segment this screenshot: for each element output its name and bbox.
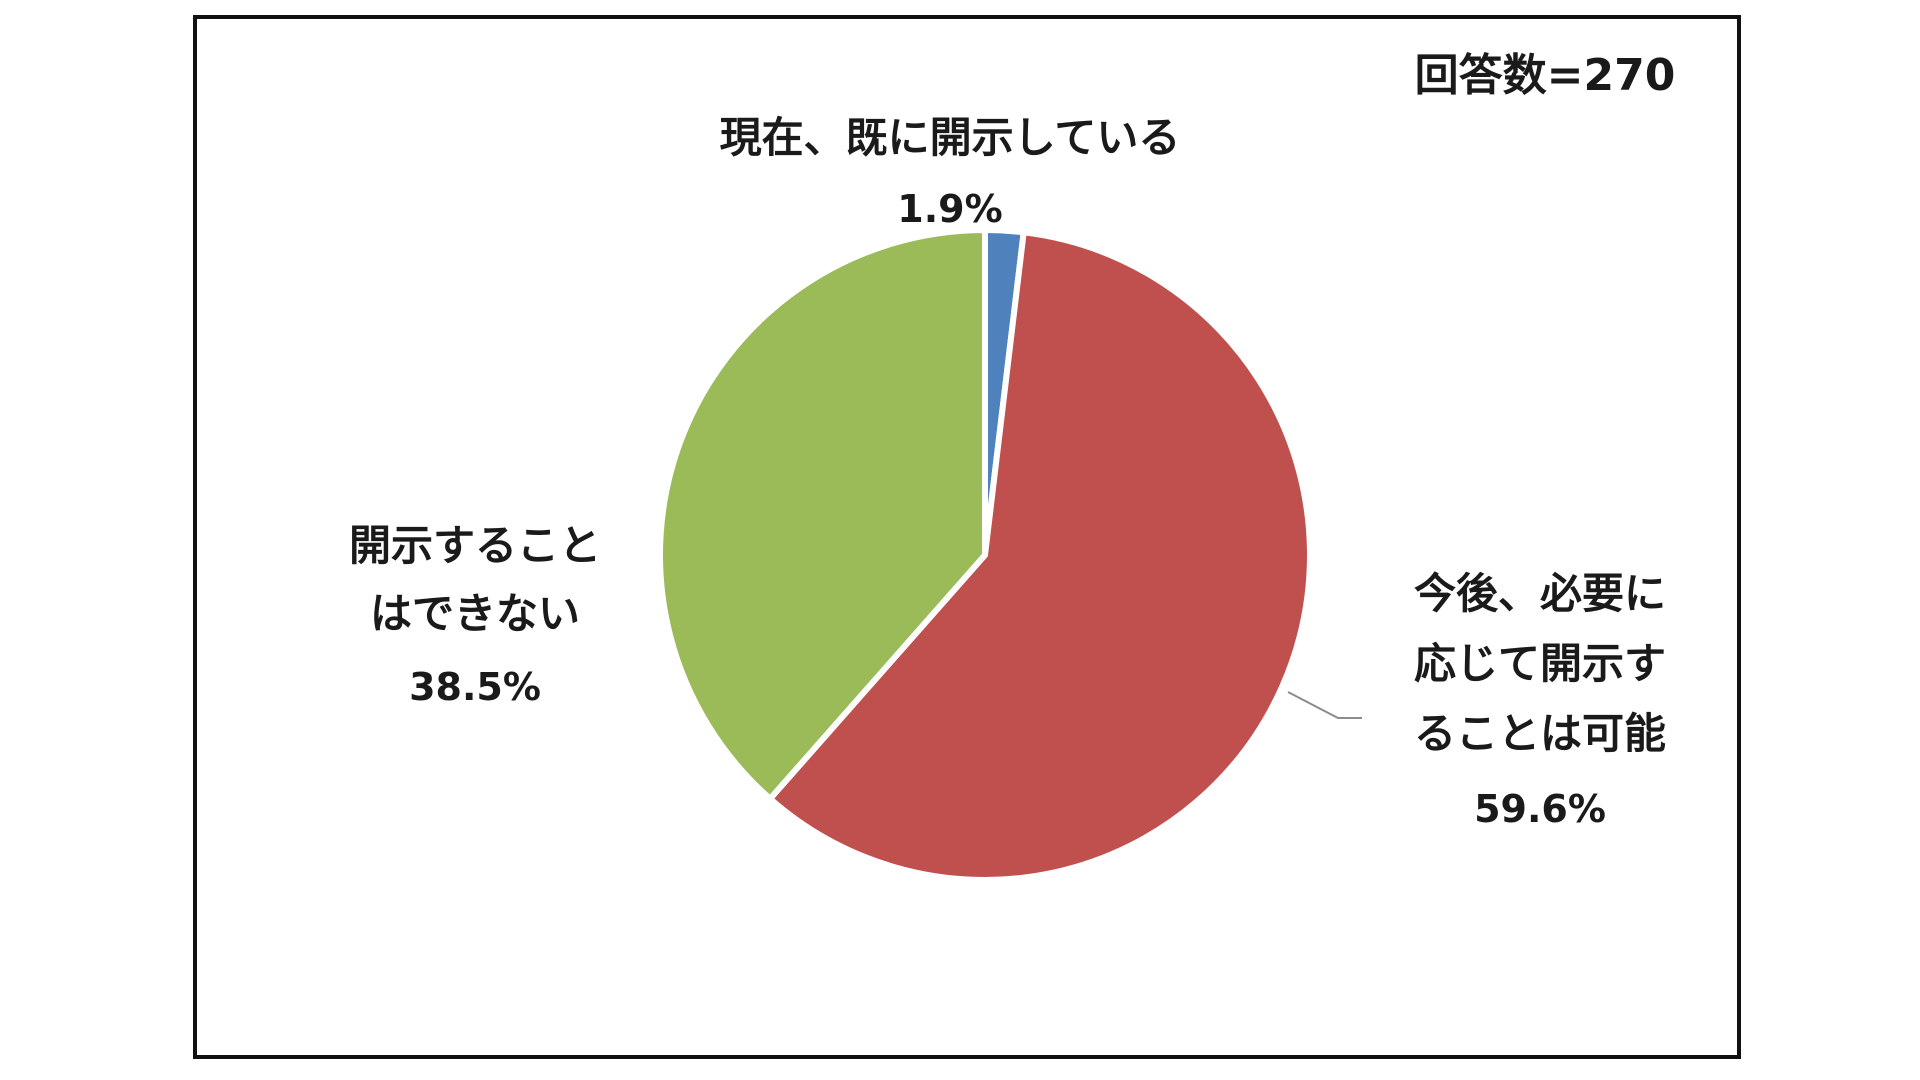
category-label-line: 今後、必要に [1414, 569, 1666, 618]
category-label-line: 開示すること [349, 521, 601, 570]
category-label-line: 応じて開示す [1414, 639, 1666, 688]
slice-cannot [657, 227, 988, 802]
category-label-line: ることは可能 [1414, 709, 1666, 758]
pie-slices [657, 226, 1313, 883]
value-label: 38.5% [409, 665, 541, 709]
slice-possible [767, 229, 1313, 883]
label-current: 現在、既に開示している 1.9% [720, 113, 1181, 231]
leader-lines [1287, 691, 1362, 719]
respondents-label: 回答数=270 [1415, 50, 1676, 101]
category-label-line: はできない [370, 589, 580, 638]
leader-line-possible [1287, 691, 1362, 719]
category-label-line: 現在、既に開示している [720, 113, 1181, 162]
value-label: 59.6% [1474, 787, 1606, 831]
value-label: 1.9% [897, 187, 1002, 231]
